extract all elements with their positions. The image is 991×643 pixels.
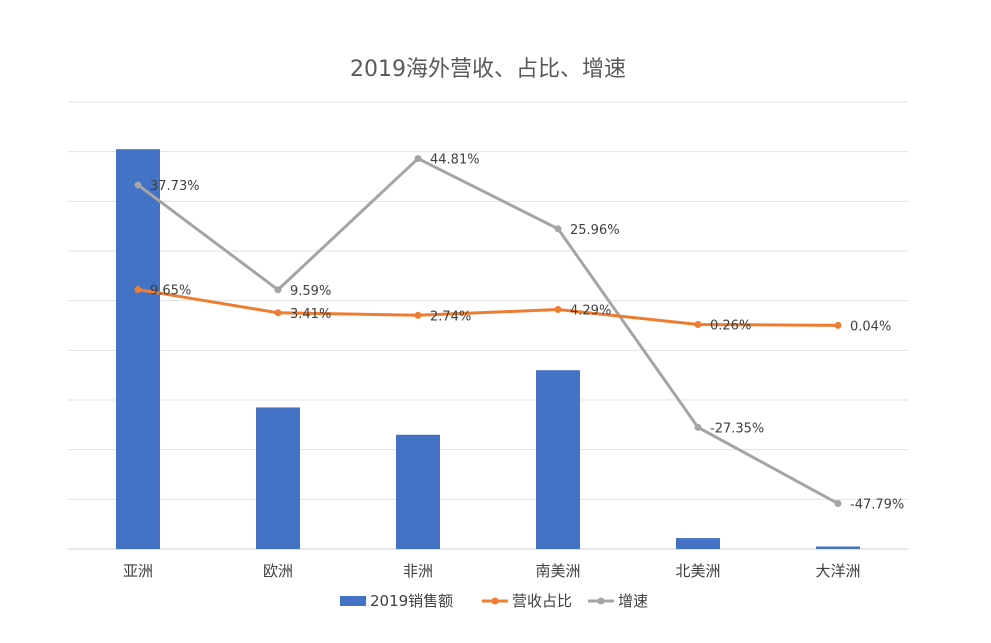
data-label-营收占比: 2.74% (430, 309, 471, 324)
legend-label: 增速 (618, 592, 648, 610)
data-label-营收占比: 3.41% (290, 307, 331, 322)
legend-marker (491, 597, 499, 605)
line-series (134, 155, 842, 508)
category-label: 非洲 (403, 562, 433, 580)
point-增速-南美洲 (554, 225, 562, 233)
point-增速-非洲 (414, 155, 422, 163)
point-营收占比-亚洲 (134, 286, 142, 294)
data-label-营收占比: 0.26% (710, 319, 751, 334)
data-labels: 9.65% 3.41% 2.74% 4.29% 0.26% 0.04% 37.73% 9.59… (150, 153, 904, 513)
bar-欧洲 (256, 407, 300, 549)
line-营收占比 (137, 288, 839, 327)
data-label-增速: 44.81% (430, 153, 480, 168)
legend-item: 2019销售额 (340, 592, 453, 610)
category-label: 亚洲 (123, 562, 153, 580)
data-label-增速: 37.73% (150, 179, 200, 194)
category-label: 大洋洲 (815, 562, 860, 580)
bar-南美洲 (536, 370, 580, 549)
point-增速-北美洲 (694, 423, 702, 431)
legend-item: 营收占比 (482, 592, 572, 610)
point-增速-欧洲 (274, 286, 282, 294)
legend-label: 营收占比 (512, 592, 572, 610)
point-营收占比-大洋洲 (834, 321, 842, 329)
line-增速 (137, 157, 839, 505)
data-label-增速: 25.96% (570, 223, 620, 238)
data-label-增速: 9.59% (290, 284, 331, 299)
bar-北美洲 (676, 538, 720, 549)
category-label: 北美洲 (675, 562, 720, 580)
legend-item: 增速 (588, 592, 648, 610)
category-label: 南美洲 (535, 562, 580, 580)
bar-非洲 (396, 434, 440, 549)
category-label: 欧洲 (263, 562, 293, 580)
point-增速-大洋洲 (834, 500, 842, 508)
bar-亚洲 (116, 149, 160, 549)
bar-series (116, 149, 860, 549)
legend-label: 2019销售额 (370, 592, 453, 610)
point-营收占比-非洲 (414, 311, 422, 319)
point-营收占比-南美洲 (554, 306, 562, 314)
data-label-增速: -27.35% (710, 421, 764, 436)
point-营收占比-欧洲 (274, 309, 282, 317)
legend-marker (597, 597, 605, 605)
legend: 2019销售额 营收占比 增速 (340, 592, 648, 610)
point-营收占比-北美洲 (694, 321, 702, 329)
data-label-营收占比: 0.04% (850, 319, 891, 334)
data-label-营收占比: 4.29% (570, 304, 611, 319)
data-label-营收占比: 9.65% (150, 284, 191, 299)
category-axis: 亚洲 欧洲 非洲 南美洲 北美洲 大洋洲 (123, 562, 861, 580)
legend-swatch (340, 596, 366, 606)
data-label-增速: -47.79% (850, 498, 904, 513)
point-增速-亚洲 (134, 181, 142, 189)
bar-大洋洲 (816, 546, 860, 549)
chart-title: 2019海外营收、占比、增速 (350, 57, 626, 82)
